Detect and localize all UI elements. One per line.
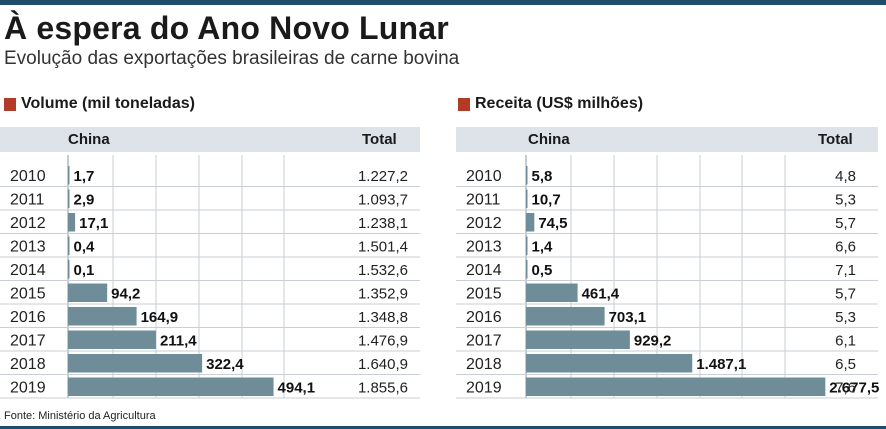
- top-rule: [0, 0, 886, 5]
- volume-value-label: 0,1: [74, 262, 95, 279]
- volume-value-label: 0,4: [74, 238, 96, 255]
- volume-year-label: 2016: [10, 309, 46, 326]
- revenue-year-label: 2011: [466, 191, 501, 208]
- revenue-value-label: 2.677,5: [829, 379, 879, 396]
- volume-col-china: China: [68, 131, 110, 148]
- volume-bar: [68, 377, 274, 396]
- volume-bar: [68, 213, 76, 232]
- revenue-total-label: 4,8: [835, 168, 856, 185]
- revenue-year-label: 2014: [466, 262, 502, 279]
- volume-value-label: 1,7: [74, 168, 95, 185]
- page-title: À espera do Ano Novo Lunar: [4, 10, 449, 46]
- revenue-bar: [526, 213, 535, 232]
- revenue-year-label: 2012: [466, 215, 502, 232]
- revenue-year-label: 2015: [466, 285, 502, 302]
- volume-total-label: 1.093,7: [358, 191, 408, 208]
- revenue-total-label: 7,6: [835, 379, 856, 396]
- revenue-total-label: 6,1: [835, 332, 856, 349]
- volume-total-label: 1.352,9: [358, 285, 408, 302]
- revenue-chart: 2010 5,8 4,8 2011 10,7 5,3 2012 74,5 5,7 2013 1,4 6…: [456, 155, 879, 399]
- revenue-col-total: Total: [818, 131, 853, 148]
- revenue-year-label: 2016: [466, 309, 502, 326]
- volume-year-label: 2017: [10, 332, 46, 349]
- volume-year-label: 2011: [10, 191, 45, 208]
- revenue-year-label: 2013: [466, 238, 502, 255]
- volume-year-label: 2019: [10, 379, 46, 396]
- revenue-bar: [526, 260, 528, 279]
- revenue-total-label: 7,1: [835, 262, 856, 279]
- revenue-value-label: 0,5: [532, 262, 553, 279]
- revenue-total-label: 5,7: [835, 215, 856, 232]
- revenue-total-label: 6,5: [835, 356, 856, 373]
- volume-bar: [68, 189, 70, 208]
- volume-total-label: 1.532,6: [358, 262, 408, 279]
- volume-total-label: 1.227,2: [358, 168, 408, 185]
- volume-col-total: Total: [362, 131, 397, 148]
- volume-year-label: 2012: [10, 215, 46, 232]
- volume-bar: [68, 330, 156, 349]
- revenue-bar: [526, 166, 528, 185]
- volume-total-label: 1.855,6: [358, 379, 408, 396]
- volume-year-label: 2014: [10, 262, 46, 279]
- revenue-value-label: 1,4: [532, 238, 554, 255]
- volume-bar: [68, 236, 70, 255]
- volume-title-text: Volume (mil toneladas): [21, 95, 195, 112]
- volume-value-label: 2,9: [74, 191, 95, 208]
- volume-year-label: 2010: [10, 168, 46, 185]
- volume-year-label: 2013: [10, 238, 46, 255]
- revenue-value-label: 74,5: [538, 215, 567, 232]
- volume-panel-title: Volume (mil toneladas): [4, 95, 195, 113]
- revenue-panel-title: Receita (US$ milhões): [458, 95, 643, 113]
- source-note: Fonte: Ministério da Agricultura: [4, 410, 156, 422]
- revenue-year-label: 2017: [466, 332, 502, 349]
- volume-total-label: 1.640,9: [358, 356, 408, 373]
- revenue-bar: [526, 236, 528, 255]
- volume-total-label: 1.238,1: [358, 215, 408, 232]
- revenue-value-label: 10,7: [532, 191, 561, 208]
- revenue-bar: [526, 377, 826, 396]
- volume-accent-square: [4, 97, 16, 111]
- revenue-total-label: 5,3: [835, 191, 856, 208]
- revenue-year-label: 2019: [466, 379, 502, 396]
- revenue-year-label: 2018: [466, 356, 502, 373]
- revenue-accent-square: [458, 97, 470, 111]
- volume-year-label: 2015: [10, 285, 46, 302]
- revenue-value-label: 5,8: [532, 168, 553, 185]
- revenue-year-label: 2010: [466, 168, 502, 185]
- bottom-rule: [0, 426, 886, 429]
- revenue-bar: [526, 307, 605, 326]
- revenue-col-china: China: [528, 131, 570, 148]
- volume-bar: [68, 307, 137, 326]
- revenue-bar: [526, 330, 630, 349]
- page-subtitle: Evolução das exportações brasileiras de …: [4, 48, 460, 69]
- volume-value-label: 17,1: [79, 215, 108, 232]
- volume-value-label: 94,2: [111, 285, 140, 302]
- revenue-value-label: 929,2: [634, 332, 672, 349]
- revenue-bar: [526, 283, 578, 302]
- volume-value-label: 494,1: [278, 379, 316, 396]
- volume-bar: [68, 260, 70, 279]
- volume-bar: [68, 166, 70, 185]
- revenue-total-label: 5,3: [835, 309, 856, 326]
- revenue-total-label: 6,6: [835, 238, 856, 255]
- revenue-bar: [526, 189, 528, 208]
- revenue-value-label: 703,1: [609, 309, 647, 326]
- revenue-value-label: 461,4: [582, 285, 620, 302]
- volume-header-band: [0, 127, 420, 152]
- volume-value-label: 211,4: [160, 332, 197, 349]
- volume-total-label: 1.501,4: [358, 238, 408, 255]
- volume-year-label: 2018: [10, 356, 46, 373]
- revenue-header-band: [456, 127, 878, 152]
- volume-chart: 2010 1,7 1.227,2 2011 2,9 1.093,7 2012 17,1 1.23…: [0, 155, 420, 399]
- revenue-bar: [526, 354, 693, 373]
- revenue-total-label: 5,7: [835, 285, 856, 302]
- volume-total-label: 1.476,9: [358, 332, 408, 349]
- revenue-title-text: Receita (US$ milhões): [475, 95, 644, 112]
- volume-bar: [68, 283, 108, 302]
- revenue-value-label: 1.487,1: [696, 356, 746, 373]
- volume-value-label: 164,9: [141, 309, 179, 326]
- volume-value-label: 322,4: [206, 356, 244, 373]
- volume-bar: [68, 354, 203, 373]
- volume-total-label: 1.348,8: [358, 309, 408, 326]
